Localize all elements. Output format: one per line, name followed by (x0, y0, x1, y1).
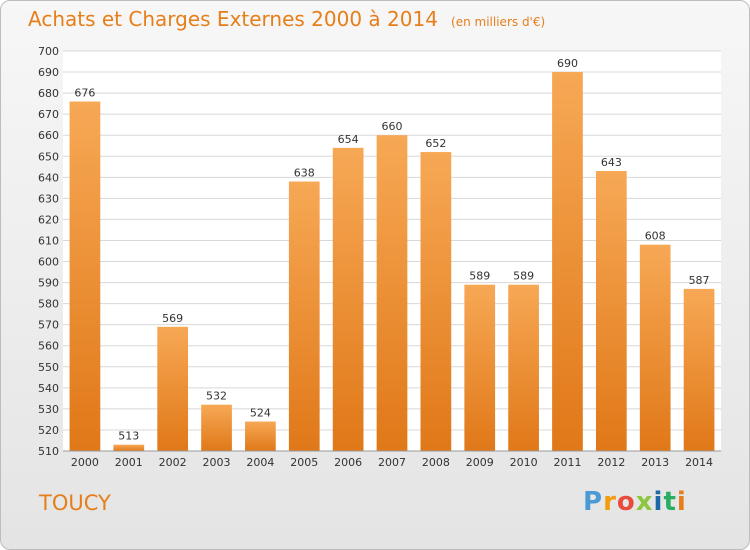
y-tick-label: 640 (38, 171, 59, 184)
y-tick-label: 510 (38, 445, 59, 458)
y-tick-label: 630 (38, 192, 59, 205)
x-tick-label: 2014 (685, 456, 713, 469)
y-tick-label: 660 (38, 129, 59, 142)
bar-2004 (245, 421, 276, 451)
y-tick-label: 620 (38, 213, 59, 226)
data-label: 676 (74, 87, 95, 100)
x-tick-label: 2013 (641, 456, 669, 469)
y-tick-label: 520 (38, 424, 59, 437)
y-tick-label: 560 (38, 340, 59, 353)
data-label: 652 (425, 137, 446, 150)
y-tick-label: 590 (38, 277, 59, 290)
y-tick-label: 570 (38, 319, 59, 332)
bar-2001 (113, 444, 145, 451)
logo-letter: x (635, 487, 654, 517)
logo-letter: i (653, 487, 664, 517)
chart-unit: (en milliers d'€) (451, 15, 546, 29)
bar-2009 (464, 284, 496, 451)
y-tick-label: 700 (38, 45, 59, 58)
y-tick-label: 540 (38, 382, 59, 395)
data-label: 660 (382, 120, 403, 133)
data-label: 654 (338, 133, 359, 146)
y-tick-label: 600 (38, 256, 59, 269)
data-label: 532 (206, 390, 227, 403)
x-tick-label: 2009 (466, 456, 494, 469)
bar-2010 (508, 284, 539, 451)
bar-2006 (332, 147, 364, 451)
x-tick-label: 2002 (159, 456, 187, 469)
x-axis-tick-labels: 2000 2001 2002 2003 2004 2005 2006 2007 2008 2009… (71, 456, 713, 469)
chart-title: Achats et Charges Externes 2000 à 2014 (… (28, 7, 545, 31)
y-tick-label: 580 (38, 298, 59, 311)
bar-2014 (683, 288, 715, 451)
y-axis-tick-labels: 510 520 530 540 550 560 570 580 590 600 610 620 630 6… (38, 45, 59, 458)
data-label: 690 (557, 57, 578, 70)
bar-2008 (420, 152, 452, 452)
data-labels: 676 513 569 532 524 638 654 660 652 589 589 690 643 6… (74, 57, 709, 443)
y-tick-label: 690 (38, 66, 59, 79)
x-tick-label: 2001 (115, 456, 143, 469)
x-tick-label: 2008 (422, 456, 450, 469)
data-label: 513 (118, 430, 139, 443)
data-label: 524 (250, 407, 271, 420)
x-tick-label: 2006 (334, 456, 362, 469)
data-label: 569 (162, 312, 183, 325)
x-tick-label: 2011 (553, 456, 581, 469)
logo-letter: r (603, 487, 617, 517)
chart-title-text: Achats et Charges Externes 2000 à 2014 (28, 7, 438, 31)
data-label: 587 (689, 274, 710, 287)
logo-letter: P (583, 487, 604, 517)
bar-2012 (595, 171, 627, 451)
y-tick-label: 670 (38, 108, 59, 121)
bar-2002 (157, 326, 189, 451)
bar-2000 (69, 101, 101, 452)
bar-2003 (201, 404, 232, 451)
x-tick-label: 2012 (597, 456, 625, 469)
x-tick-label: 2010 (510, 456, 538, 469)
bar-2013 (639, 244, 671, 451)
bar-2011 (552, 72, 583, 451)
bar-2007 (376, 135, 408, 452)
y-tick-label: 680 (38, 87, 59, 100)
y-tick-label: 610 (38, 234, 59, 247)
data-label: 638 (294, 167, 315, 180)
logo-letter: o (616, 487, 636, 517)
x-tick-label: 2003 (203, 456, 231, 469)
data-label: 589 (513, 270, 534, 283)
logo-letter: i (676, 487, 687, 517)
y-tick-label: 550 (38, 361, 59, 374)
x-tick-label: 2000 (71, 456, 99, 469)
proxiti-logo: Proxiti (583, 487, 687, 517)
x-tick-label: 2004 (246, 456, 274, 469)
data-label: 643 (601, 156, 622, 169)
commune-name: TOUCY (39, 491, 111, 515)
logo-letter: t (663, 487, 677, 517)
y-tick-label: 530 (38, 403, 59, 416)
y-tick-label: 650 (38, 150, 59, 163)
x-tick-label: 2007 (378, 456, 406, 469)
bar-2005 (288, 181, 320, 452)
data-label: 608 (645, 230, 666, 243)
data-label: 589 (469, 270, 490, 283)
x-tick-label: 2005 (290, 456, 318, 469)
bars (69, 72, 715, 452)
